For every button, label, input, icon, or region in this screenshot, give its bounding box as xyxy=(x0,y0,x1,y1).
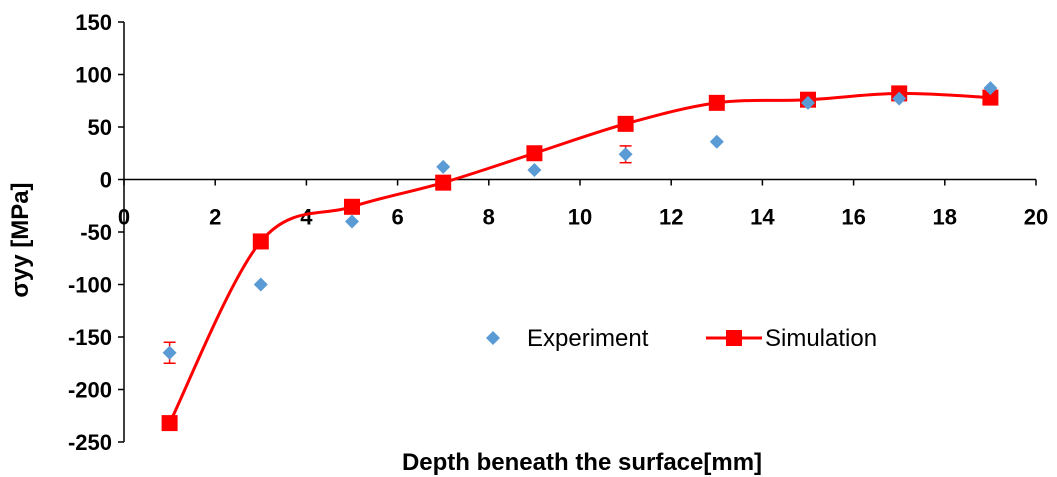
simulation-point xyxy=(982,89,999,106)
simulation-point xyxy=(435,174,452,191)
y-tick-label: 0 xyxy=(100,168,112,193)
experiment-point xyxy=(801,95,815,110)
simulation-series xyxy=(161,85,999,432)
axes xyxy=(118,21,1037,443)
legend-simulation-square xyxy=(726,330,742,346)
y-tick-label: -250 xyxy=(68,430,112,455)
legend: Experiment Simulation xyxy=(486,325,877,352)
y-tick-label: 150 xyxy=(75,10,112,35)
experiment-point xyxy=(527,163,542,178)
experiment-series xyxy=(162,81,998,364)
y-tick-label: -100 xyxy=(68,273,112,298)
y-axis-title: σyy [MPa] xyxy=(7,182,34,297)
y-tick-label: -200 xyxy=(68,378,112,403)
x-axis-title: Depth beneath the surface[mm] xyxy=(402,449,762,476)
experiment-point xyxy=(618,147,633,162)
y-tick-label: 50 xyxy=(88,115,112,140)
x-tick-label: 8 xyxy=(483,205,495,230)
x-tick-label: 4 xyxy=(300,205,313,230)
simulation-point xyxy=(526,145,543,162)
x-tick-label: 10 xyxy=(568,205,592,230)
experiment-point xyxy=(436,159,451,174)
simulation-line xyxy=(168,91,991,424)
x-tick-labels: 0 2 4 6 8 10 12 14 16 18 20 xyxy=(118,205,1048,230)
experiment-point xyxy=(253,277,268,292)
legend-experiment-label: Experiment xyxy=(527,325,649,352)
x-tick-label: 2 xyxy=(209,205,221,230)
x-tick-label: 14 xyxy=(750,205,775,230)
y-tick-label: -150 xyxy=(68,325,112,350)
legend-simulation-label: Simulation xyxy=(765,325,877,352)
x-tick-label: 0 xyxy=(118,205,130,230)
simulation-point xyxy=(161,415,178,432)
simulation-point xyxy=(252,233,269,250)
experiment-point xyxy=(709,134,724,149)
x-tick-label: 20 xyxy=(1024,205,1048,230)
y-tick-label: -50 xyxy=(80,220,112,245)
y-tick-labels: 150 100 50 0 -50 -100 -150 -200 -250 xyxy=(68,10,112,455)
simulation-point xyxy=(617,115,634,132)
simulation-point xyxy=(708,94,725,111)
legend-simulation-marker xyxy=(706,330,762,346)
x-tick-label: 18 xyxy=(933,205,957,230)
experiment-point xyxy=(345,214,359,229)
legend-experiment-marker xyxy=(486,331,500,345)
legend-experiment-diamond xyxy=(486,331,500,345)
experiment-point xyxy=(162,345,177,360)
y-tick-label: 100 xyxy=(75,63,112,88)
x-tick-label: 6 xyxy=(391,205,403,230)
simulation-point xyxy=(344,198,360,215)
x-tick-label: 16 xyxy=(841,205,865,230)
experiment-point xyxy=(983,81,998,96)
experiment-point xyxy=(892,91,907,106)
x-tick-label: 12 xyxy=(659,205,683,230)
